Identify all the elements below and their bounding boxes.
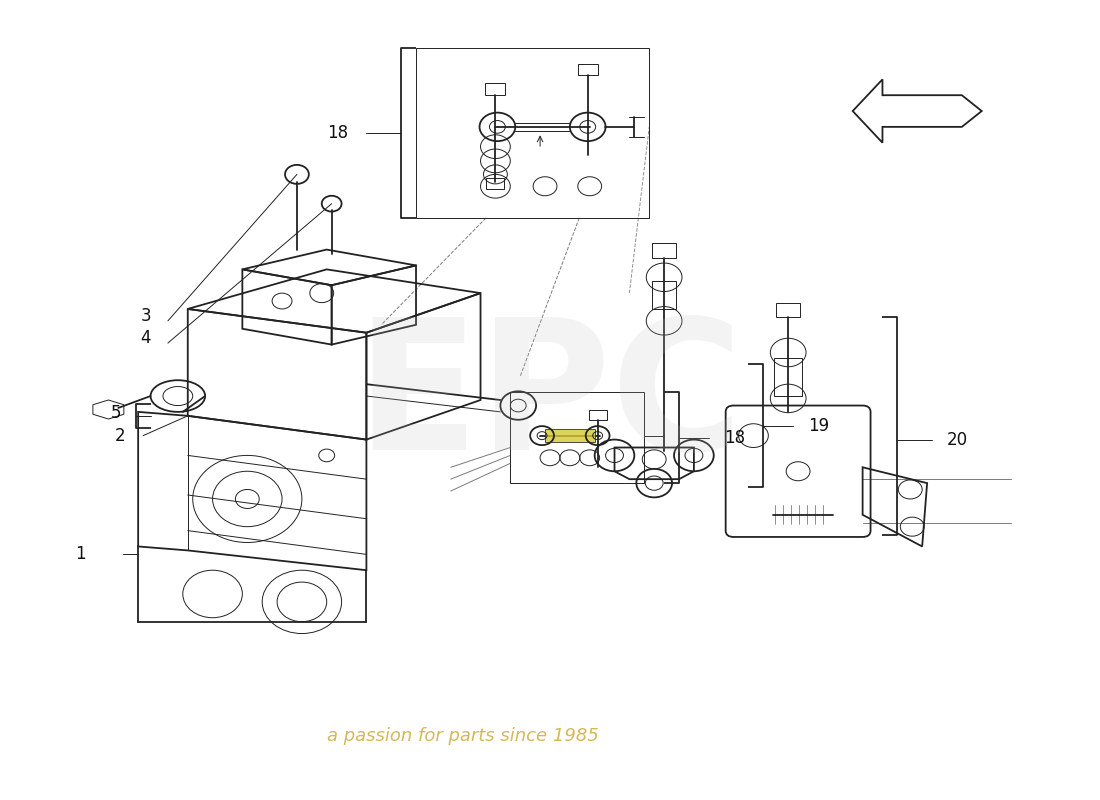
Text: 3: 3 — [141, 307, 151, 325]
Bar — [777, 302, 800, 317]
Bar — [652, 282, 676, 309]
Text: 18: 18 — [328, 124, 349, 142]
Bar — [510, 392, 645, 483]
Bar — [578, 63, 597, 75]
Text: 18: 18 — [724, 429, 745, 446]
Text: 4: 4 — [141, 330, 151, 347]
Text: 1: 1 — [75, 546, 86, 563]
Bar — [416, 48, 649, 218]
Bar — [544, 430, 595, 442]
Bar — [486, 178, 504, 189]
Text: 2: 2 — [114, 426, 125, 445]
Bar — [652, 243, 676, 258]
Bar — [485, 83, 505, 95]
Text: 20: 20 — [947, 430, 968, 449]
Text: a passion for parts since 1985: a passion for parts since 1985 — [327, 727, 598, 746]
Text: EPC: EPC — [356, 312, 744, 488]
Bar — [588, 410, 606, 420]
Bar — [774, 358, 802, 396]
Text: 19: 19 — [808, 417, 829, 435]
Text: 5: 5 — [111, 404, 121, 422]
